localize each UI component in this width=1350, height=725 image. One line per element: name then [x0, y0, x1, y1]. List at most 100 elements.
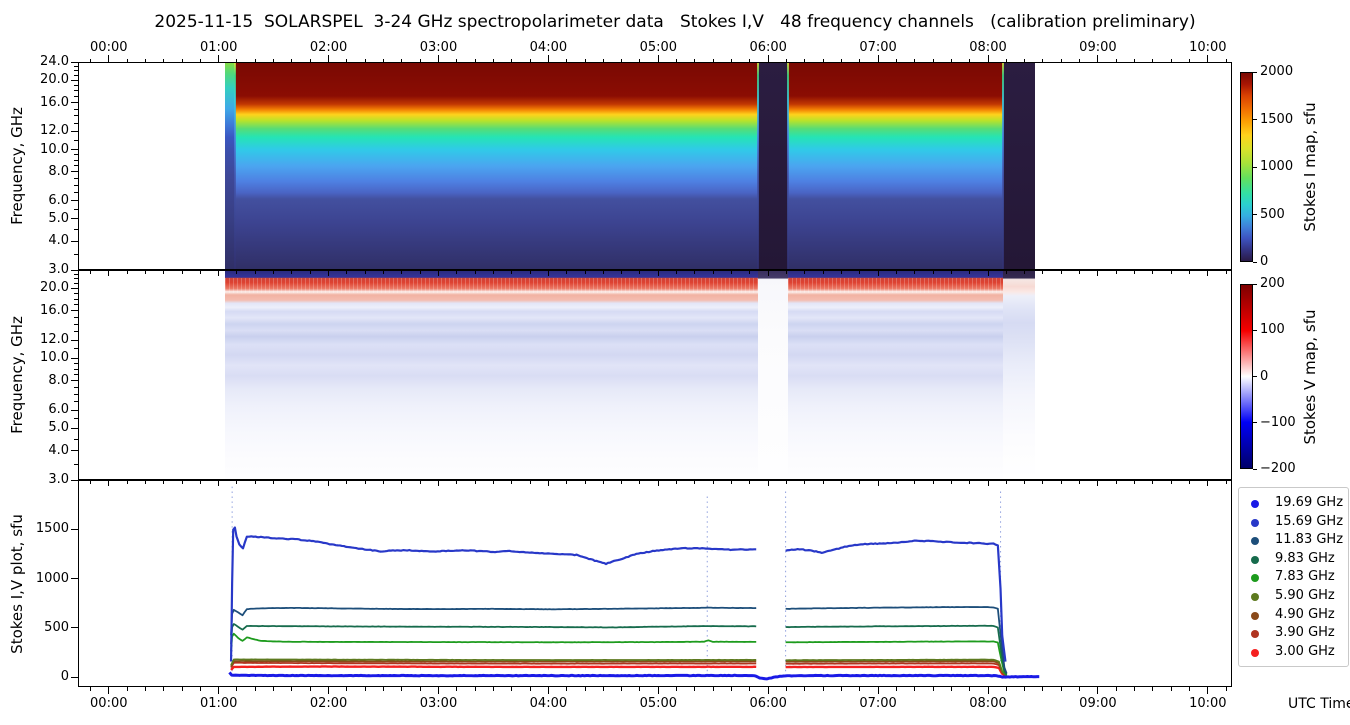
- series-line-3-00-GHz: [785, 665, 1008, 677]
- time-minor-tick-mid: [914, 480, 916, 484]
- time-major-tick-top: [987, 55, 989, 62]
- time-minor-tick-mid: [309, 270, 311, 274]
- legend-entry: 3.90 GHz: [1239, 624, 1348, 644]
- time-minor-tick-mid: [1115, 270, 1117, 274]
- legend-entry: 15.69 GHz: [1239, 513, 1348, 533]
- time-minor-tick-mid: [401, 480, 403, 484]
- time-tick-label-top: 10:00: [1189, 40, 1227, 55]
- time-major-tick-top: [1097, 55, 1099, 62]
- time-minor-tick-bottom: [895, 687, 897, 691]
- time-major-tick-top: [1207, 55, 1209, 62]
- time-major-tick-bottom: [657, 687, 659, 694]
- time-tick-label-bottom: 08:00: [969, 696, 1007, 711]
- freq-tick-label: 8.0: [48, 372, 69, 388]
- series-line-4-90-GHz: [785, 660, 1008, 677]
- time-minor-tick-bottom: [474, 687, 476, 691]
- legend-entry-label: 3.00 GHz: [1275, 643, 1335, 659]
- time-minor-tick-mid: [1042, 480, 1044, 484]
- freq-minor-tick: [74, 293, 78, 295]
- time-major-tick-top: [437, 55, 439, 62]
- time-major-tick-mid: [547, 480, 549, 486]
- colorbar-tick-label: −200: [1260, 461, 1296, 476]
- series-line-3-00-GHz: [230, 665, 757, 671]
- time-tick-label-top: 02:00: [309, 40, 348, 55]
- freq-minor-tick: [74, 149, 78, 151]
- time-minor-tick-bottom: [273, 687, 275, 691]
- time-minor-tick-top: [694, 58, 696, 62]
- flux-major-tick: [71, 578, 78, 580]
- time-minor-tick-bottom: [676, 687, 678, 691]
- time-tick-label-bottom: 05:00: [639, 696, 678, 711]
- series-line-9-83-GHz: [230, 623, 757, 645]
- time-major-tick-mid: [1097, 270, 1099, 276]
- time-minor-tick-mid: [840, 480, 842, 484]
- freq-minor-tick: [74, 159, 78, 161]
- time-major-tick-bottom: [437, 687, 439, 694]
- time-minor-tick-mid: [1024, 270, 1026, 274]
- freq-major-tick: [71, 61, 78, 63]
- colorbar-tick-label: 1000: [1260, 159, 1294, 174]
- time-minor-tick-bottom: [529, 687, 531, 691]
- time-minor-tick-bottom: [1024, 687, 1026, 691]
- time-minor-tick-top: [492, 58, 494, 62]
- freq-minor-tick: [74, 192, 78, 194]
- frequency-legend: 19.69 GHz 15.69 GHz 11.83 GHz 9.83 GHz 7.83 …: [1238, 487, 1349, 667]
- freq-minor-tick: [74, 323, 78, 325]
- time-minor-tick-mid: [126, 270, 128, 274]
- figure-title: 2025-11-15 SOLARSPEL 3-24 GHz spectropol…: [154, 12, 1196, 32]
- freq-minor-tick: [74, 316, 78, 318]
- time-minor-tick-mid: [822, 270, 824, 274]
- time-tick-label-bottom: 10:00: [1189, 696, 1227, 711]
- time-minor-tick-mid: [1189, 480, 1190, 484]
- i-map-shutdown-band: [1003, 63, 1036, 269]
- series-line-5-90-GHz: [785, 658, 1008, 677]
- legend-entry: 5.90 GHz: [1239, 587, 1348, 607]
- time-major-tick-mid: [218, 270, 220, 276]
- freq-tick-label: 16.0: [40, 302, 69, 318]
- freq-minor-tick: [74, 310, 78, 312]
- freq-minor-tick: [74, 438, 78, 440]
- time-minor-tick-top: [712, 58, 714, 62]
- freq-minor-tick: [74, 427, 78, 429]
- time-major-tick-mid: [987, 480, 989, 486]
- stokes-iv-line-panel: [78, 480, 1232, 687]
- time-minor-tick-bottom: [364, 687, 366, 691]
- i-map-segment-edge: [786, 63, 789, 269]
- time-minor-tick-top: [199, 58, 201, 62]
- time-minor-tick-mid: [786, 270, 788, 274]
- freq-minor-tick: [74, 165, 78, 167]
- legend-entry-label: 9.83 GHz: [1275, 550, 1335, 566]
- freq-minor-tick: [74, 184, 78, 186]
- time-minor-tick-bottom: [584, 687, 586, 691]
- flux-tick-label: 500: [44, 619, 69, 635]
- freq-tick-label: 10.0: [40, 141, 69, 157]
- time-minor-tick-mid: [1060, 270, 1062, 274]
- time-minor-tick-bottom: [199, 687, 201, 691]
- freq-tick-label: 20.0: [40, 72, 69, 88]
- legend-entry-label: 19.69 GHz: [1275, 495, 1344, 510]
- time-minor-tick-top: [914, 58, 916, 62]
- stokes-v-colorbar: [1240, 284, 1253, 469]
- time-minor-tick-top: [511, 58, 513, 62]
- time-minor-tick-mid: [199, 270, 201, 274]
- time-minor-tick-top: [89, 58, 91, 62]
- time-minor-tick-top: [822, 58, 824, 62]
- time-minor-tick-mid: [492, 270, 494, 274]
- time-major-tick-mid: [767, 270, 769, 276]
- v-map-gap-band: [758, 271, 788, 479]
- series-line-15-69-GHz: [229, 526, 757, 662]
- time-major-tick-mid: [657, 480, 659, 486]
- time-major-tick-mid: [1097, 480, 1099, 486]
- time-minor-tick-mid: [840, 270, 842, 274]
- time-minor-tick-mid: [364, 480, 366, 484]
- series-line-3-90-GHz: [785, 662, 1008, 677]
- legend-entry-label: 3.90 GHz: [1275, 625, 1335, 641]
- time-minor-tick-top: [804, 58, 806, 62]
- time-minor-tick-bottom: [1079, 687, 1081, 691]
- time-minor-tick-top: [1134, 58, 1136, 62]
- time-minor-tick-mid: [584, 270, 586, 274]
- colorbar-tick-label: 200: [1260, 276, 1285, 291]
- time-minor-tick-top: [364, 58, 366, 62]
- time-major-tick-top: [547, 55, 549, 62]
- time-minor-tick-mid: [694, 270, 696, 274]
